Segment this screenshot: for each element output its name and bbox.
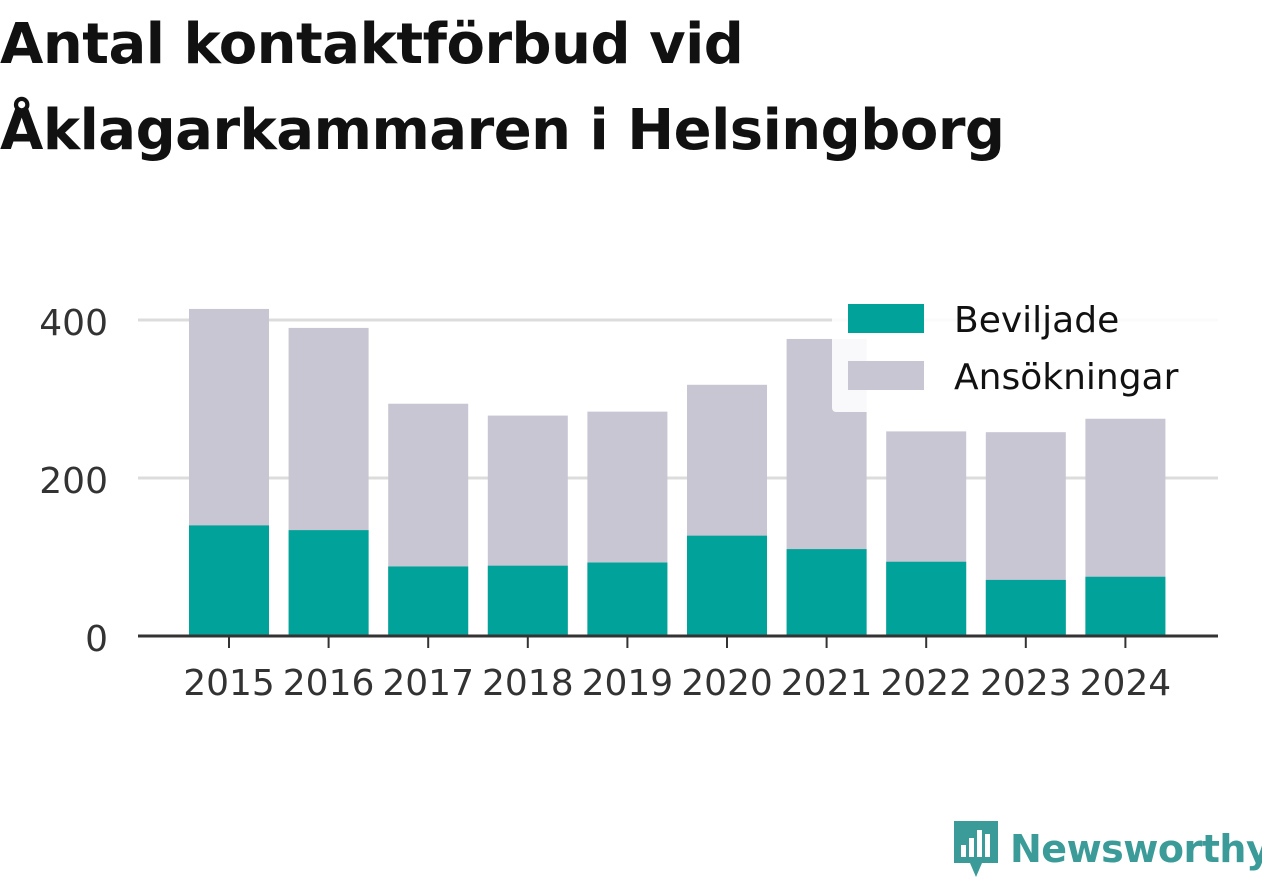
x-tick-label: 2015 <box>183 663 275 704</box>
x-tick-label: 2020 <box>681 663 773 704</box>
y-tick-label: 400 <box>39 303 108 344</box>
legend-swatch <box>848 361 924 390</box>
legend: Beviljade Ansökningar <box>832 298 1224 412</box>
bar-beviljade <box>587 562 668 636</box>
bar-beviljade <box>985 579 1066 636</box>
y-axis-ticks: 0 200 400 <box>39 303 108 660</box>
bar-beviljade <box>786 549 867 636</box>
chart-title-line-1: Antal kontaktförbud vid <box>0 12 744 77</box>
x-axis-ticks: 2015 2016 2017 2018 2019 2020 2021 2022 2023 2024 <box>183 636 1171 704</box>
brand-name: Newsworthy <box>1010 827 1262 871</box>
x-tick-label: 2018 <box>482 663 574 704</box>
legend-background <box>832 298 1224 412</box>
bar-beviljade <box>886 561 967 636</box>
chart-title: Antal kontaktförbud vid Åklagarkammaren … <box>0 2 1200 174</box>
newsworthy-logo: Newsworthy <box>952 818 1262 880</box>
legend-swatch <box>848 304 924 333</box>
legend-label: Ansökningar <box>954 357 1179 398</box>
x-tick-label: 2021 <box>781 663 873 704</box>
newsworthy-bar-chart-icon <box>954 821 998 877</box>
bar-beviljade <box>1085 576 1166 636</box>
x-tick-label: 2016 <box>283 663 375 704</box>
y-tick-label: 200 <box>39 461 108 502</box>
chart-title-line-2: Åklagarkammaren i Helsingborg <box>0 98 1005 163</box>
legend-label: Beviljade <box>954 300 1119 341</box>
x-tick-label: 2024 <box>1080 663 1172 704</box>
bar-beviljade <box>388 566 469 636</box>
bar-beviljade <box>288 530 369 636</box>
x-tick-label: 2022 <box>880 663 972 704</box>
x-tick-label: 2019 <box>582 663 674 704</box>
x-tick-label: 2023 <box>980 663 1072 704</box>
bar-beviljade <box>189 525 269 636</box>
bar-beviljade <box>687 535 767 636</box>
y-tick-label: 0 <box>85 619 108 660</box>
bar-beviljade <box>487 565 568 636</box>
x-tick-label: 2017 <box>382 663 474 704</box>
bars <box>189 308 1166 636</box>
